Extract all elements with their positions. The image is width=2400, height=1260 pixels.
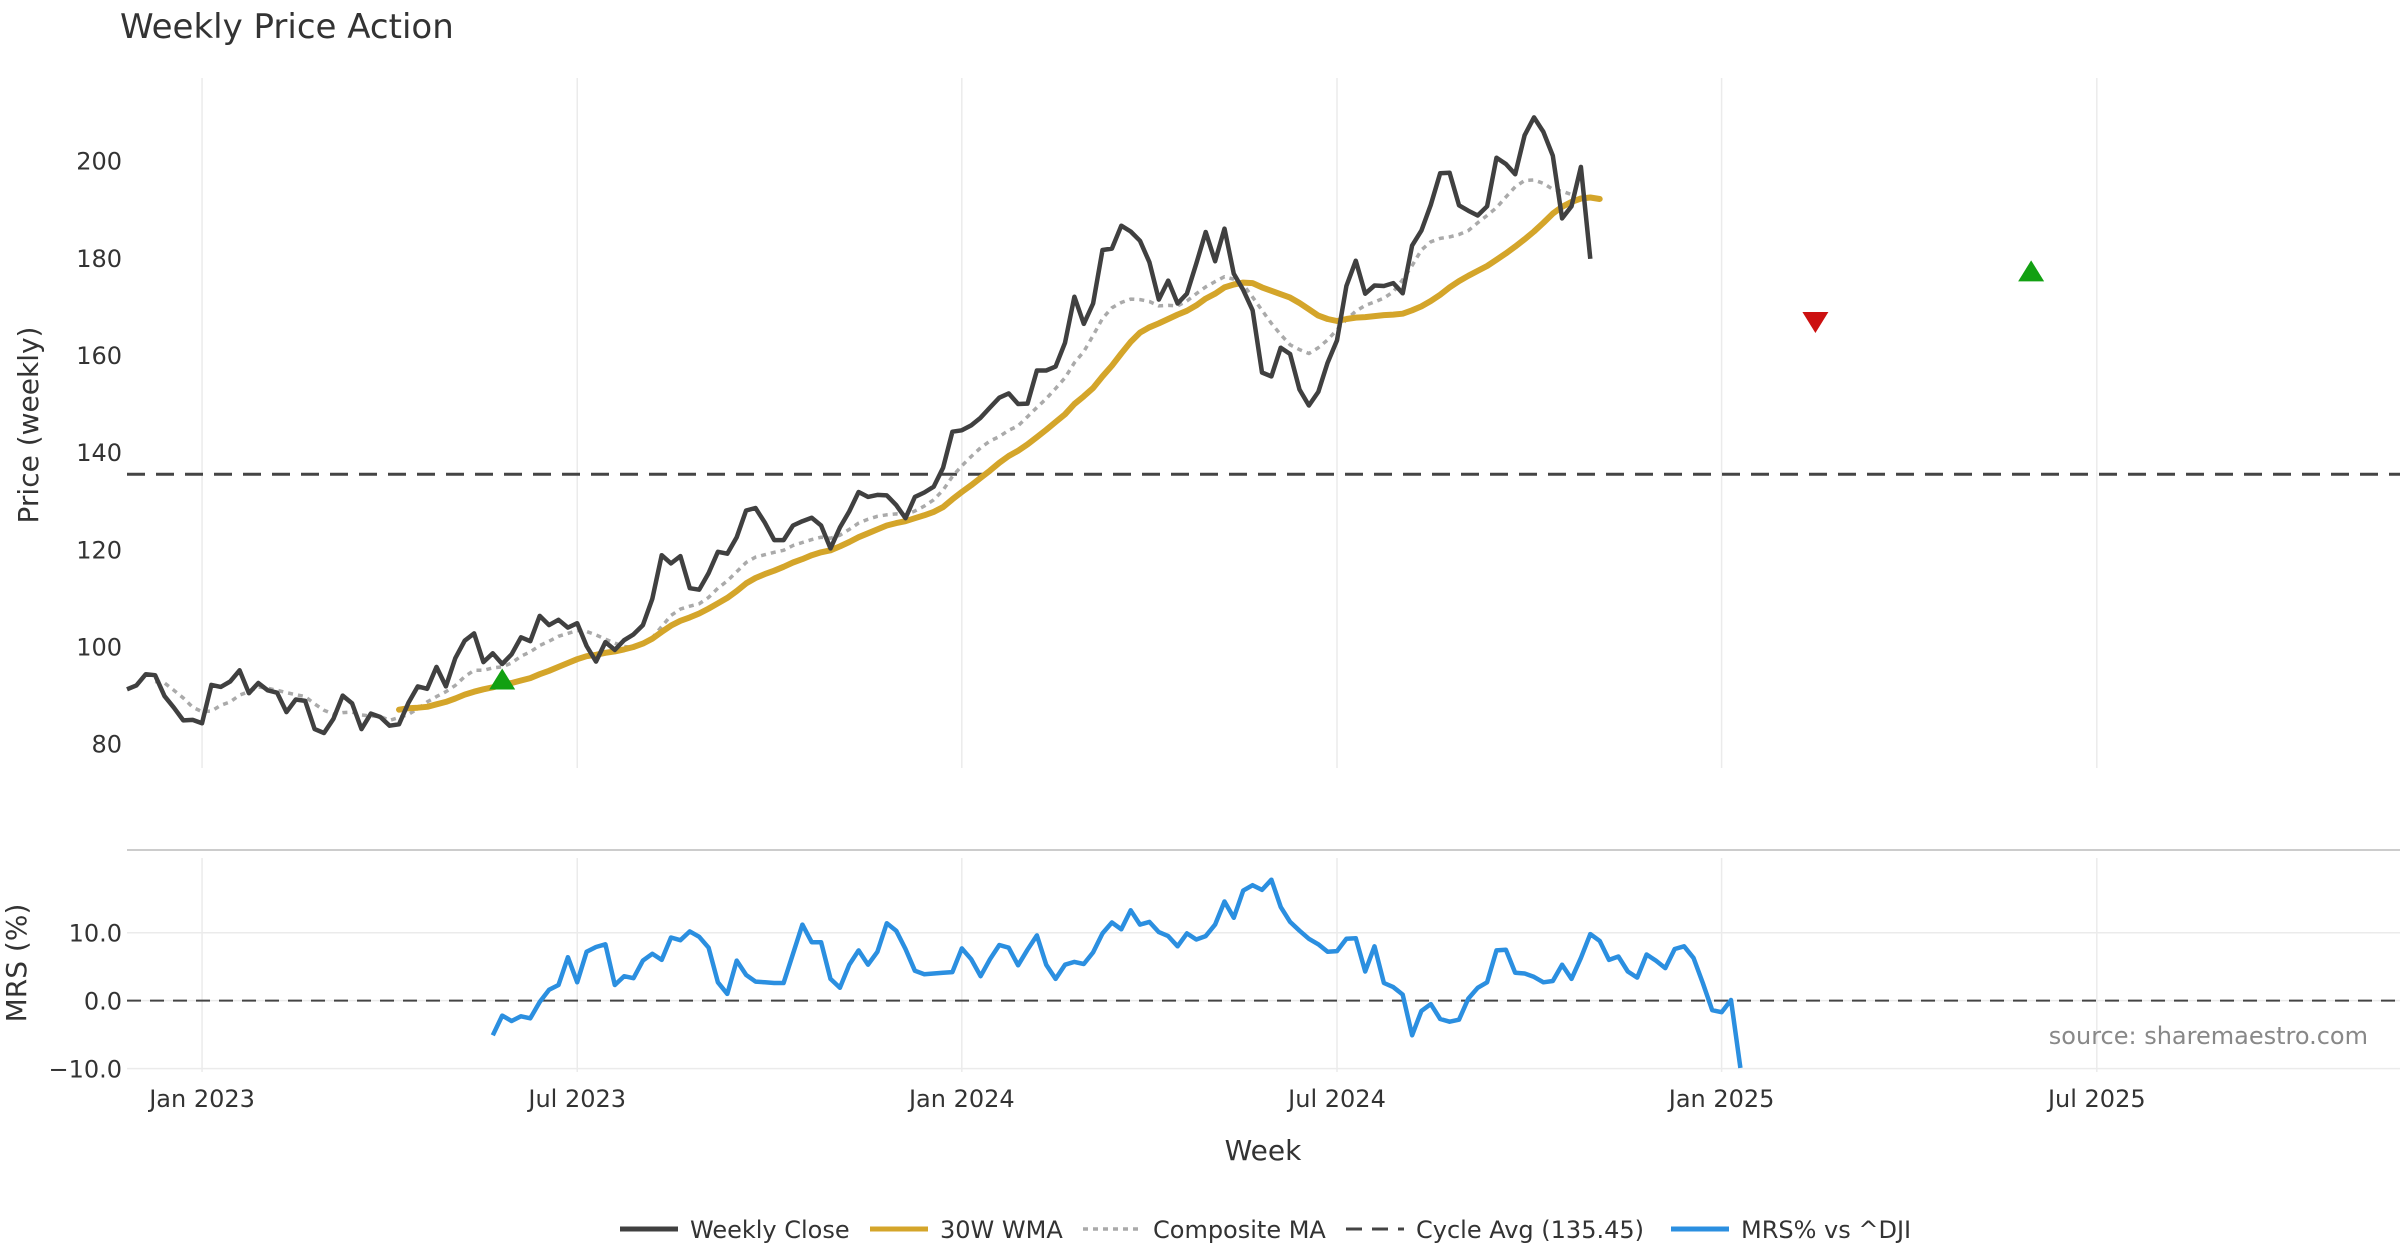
composite-ma-line (154, 178, 1573, 723)
x-tick-label: Jan 2025 (1667, 1085, 1775, 1113)
mrs-y-axis: −10.0 0.0 10.0 (48, 920, 122, 1084)
x-tick-label: Jan 2024 (907, 1085, 1015, 1113)
price-panel-grid (201, 78, 2098, 768)
mrs-y-tick-label: 10.0 (69, 920, 122, 948)
mrs-y-axis-label: MRS (%) (0, 904, 33, 1023)
mrs-series-layer (127, 877, 2400, 1069)
x-tick-label: Jul 2023 (526, 1085, 626, 1113)
price-y-tick-label: 80 (91, 731, 122, 759)
x-axis: Jan 2023 Jul 2023 Jan 2024 Jul 2024 Jan 2025… (147, 1085, 2145, 1113)
price-y-tick-label: 140 (76, 439, 122, 467)
source-note: source: sharemaestro.com (2049, 1022, 2368, 1050)
price-y-tick-label: 200 (76, 148, 122, 176)
signal-markers (489, 260, 2045, 690)
price-y-tick-label: 120 (76, 536, 122, 564)
legend-label-close: Weekly Close (690, 1216, 850, 1244)
buy-signal-marker (489, 668, 516, 690)
sell-signal-marker (1802, 311, 1829, 333)
weekly-close-line (126, 115, 1593, 736)
price-y-tick-label: 100 (76, 634, 122, 662)
legend-label-wma: 30W WMA (940, 1216, 1063, 1244)
x-tick-label: Jul 2025 (2046, 1085, 2146, 1113)
price-y-tick-label: 160 (76, 342, 122, 370)
chart-title: Weekly Price Action (120, 7, 454, 47)
price-series-layer (126, 115, 2400, 736)
legend: Weekly Close 30W WMA Composite MA Cycle Avg… (620, 1216, 1911, 1244)
x-axis-label: Week (1225, 1134, 1302, 1167)
legend-label-composite: Composite MA (1153, 1216, 1326, 1244)
price-y-axis-label: Price (weekly) (12, 327, 45, 524)
x-tick-label: Jul 2024 (1286, 1085, 1386, 1113)
x-tick-label: Jan 2023 (147, 1085, 255, 1113)
legend-label-cycle: Cycle Avg (135.45) (1416, 1216, 1644, 1244)
buy-signal-marker (2018, 260, 2045, 282)
price-y-tick-label: 180 (76, 245, 122, 273)
mrs-y-tick-label: 0.0 (84, 988, 122, 1016)
legend-label-mrs: MRS% vs ^DJI (1741, 1216, 1911, 1244)
mrs-line (490, 877, 1743, 1069)
mrs-y-tick-label: −10.0 (48, 1056, 122, 1084)
price-y-axis: 80 100 120 140 160 180 200 (76, 148, 122, 759)
